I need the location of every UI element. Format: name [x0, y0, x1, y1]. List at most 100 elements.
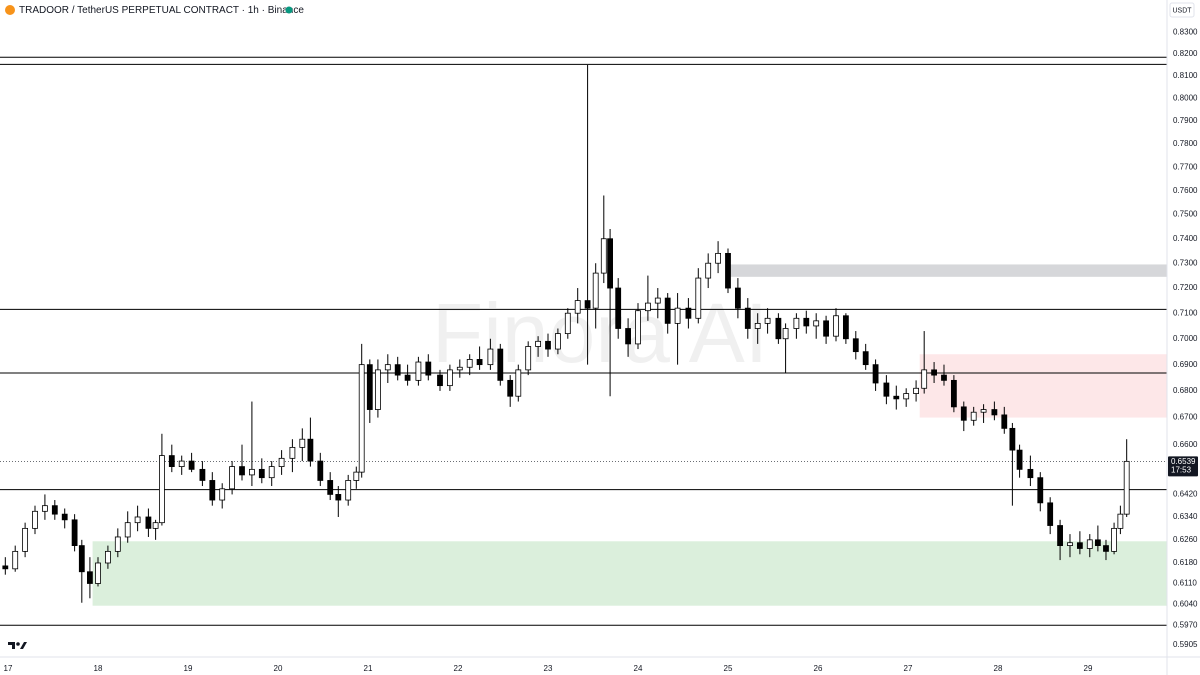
candle-body	[22, 527, 29, 552]
candle-body	[289, 446, 296, 459]
y-tick-label: 0.6110	[1173, 579, 1197, 588]
candle-body	[366, 364, 373, 410]
candle-body	[219, 488, 226, 501]
candle-body	[358, 364, 365, 473]
y-tick-label: 0.8300	[1173, 27, 1198, 36]
currency-label[interactable]: USDT	[1172, 7, 1192, 14]
candle-body	[600, 238, 607, 274]
candle-body	[466, 359, 473, 368]
candle-body	[525, 346, 532, 371]
tradingview-logo	[8, 642, 27, 649]
symbol-icon	[5, 5, 15, 15]
candle-body	[913, 387, 919, 394]
candle-body	[345, 480, 352, 501]
candle-body	[87, 571, 93, 584]
candle-body	[970, 411, 977, 421]
candle-body	[268, 466, 275, 479]
candle-body	[1123, 460, 1130, 515]
candle-body	[893, 395, 900, 400]
candle-body	[317, 460, 324, 481]
candle-body	[2, 565, 9, 570]
candle-body	[1037, 477, 1044, 504]
candle-body	[1094, 539, 1101, 546]
candle-body	[384, 364, 391, 371]
candle-body	[941, 374, 947, 381]
candle-body	[705, 262, 712, 279]
y-tick-label: 0.7800	[1173, 139, 1198, 148]
price-tag-countdown: 17:53	[1171, 465, 1192, 474]
candle-body	[105, 550, 111, 564]
candle-body	[258, 468, 265, 479]
candle-body	[209, 480, 216, 501]
candle-body	[404, 374, 411, 381]
currency-box[interactable]	[1169, 2, 1195, 18]
candle-body	[507, 379, 514, 397]
y-tick-label: 0.7100	[1173, 308, 1198, 317]
candle-body	[625, 328, 631, 345]
candle-body	[615, 287, 622, 329]
candle-body	[635, 310, 641, 345]
x-tick-label: 19	[184, 664, 193, 673]
candle-body	[1047, 502, 1054, 526]
candle-body	[199, 468, 206, 481]
y-tick-label: 0.5905	[1173, 640, 1198, 649]
candle-body	[95, 562, 101, 584]
zone	[92, 541, 1167, 606]
candle-body	[71, 519, 78, 546]
candle-body	[833, 315, 839, 337]
zone	[727, 264, 1167, 277]
candle-body	[664, 297, 671, 324]
candle-body	[654, 297, 661, 304]
candle-body	[574, 300, 581, 314]
candle-body	[931, 369, 937, 376]
candle-body	[782, 328, 789, 340]
price-tag	[1168, 456, 1198, 477]
candle-body	[674, 307, 681, 324]
y-tick-label: 0.7900	[1173, 116, 1198, 125]
candle-body	[592, 272, 599, 309]
x-tick-label: 23	[544, 664, 553, 673]
candle-body	[883, 382, 890, 397]
x-tick-label: 29	[1084, 664, 1093, 673]
candle-body	[114, 536, 121, 552]
candle-body	[188, 460, 195, 470]
y-tick-label: 0.6420	[1173, 490, 1198, 499]
candle-body	[1103, 545, 1109, 552]
chart-title: TRADOOR / TetherUS PERPETUAL CONTRACT · …	[19, 5, 304, 16]
candle-body	[394, 364, 401, 376]
candle-body	[32, 510, 38, 529]
y-tick-label: 0.6600	[1173, 440, 1198, 449]
x-tick-label: 18	[94, 664, 103, 673]
y-tick-label: 0.6340	[1173, 512, 1198, 521]
price-tag-value: 0.6539	[1171, 457, 1196, 466]
candle-body	[278, 457, 285, 467]
candle-body	[307, 438, 314, 462]
candle-body	[425, 361, 432, 376]
candle-body	[1076, 542, 1083, 549]
y-tick-label: 0.8000	[1173, 94, 1198, 103]
candle-body	[554, 333, 561, 350]
candle-body	[42, 505, 48, 512]
candle-body	[446, 369, 453, 387]
candle-body	[51, 505, 58, 515]
candle-body	[1086, 539, 1093, 549]
candle-body	[803, 317, 810, 327]
y-tick-label: 0.7200	[1173, 283, 1198, 292]
x-tick-label: 28	[994, 664, 1003, 673]
candle-body	[159, 455, 165, 524]
candle-body	[124, 522, 131, 538]
candle-body	[872, 364, 879, 384]
candle-body	[734, 287, 741, 309]
candle-body	[299, 438, 306, 448]
candle-body	[685, 307, 692, 319]
y-tick-label: 0.6180	[1173, 558, 1198, 567]
candle-body	[78, 545, 85, 573]
y-tick-label: 0.6040	[1173, 599, 1198, 608]
candle-body	[1009, 427, 1016, 451]
candle-body	[903, 393, 910, 400]
y-tick-label: 0.7300	[1173, 258, 1198, 267]
candle-body	[168, 455, 175, 467]
candle-body	[415, 361, 422, 381]
